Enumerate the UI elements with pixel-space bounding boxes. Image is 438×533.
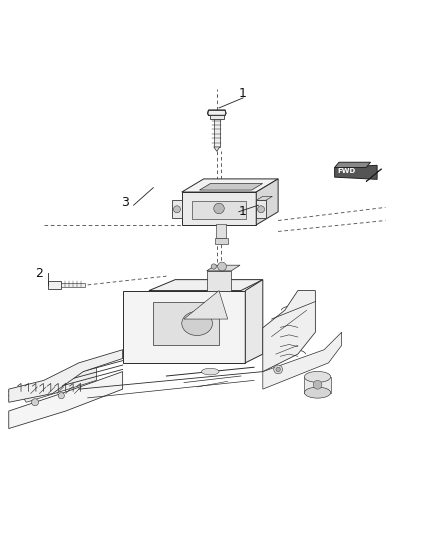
Polygon shape: [123, 290, 245, 363]
Polygon shape: [22, 367, 96, 402]
Bar: [207, 271, 231, 290]
Bar: [304, 377, 331, 393]
Polygon shape: [256, 179, 278, 225]
Polygon shape: [184, 290, 228, 319]
Ellipse shape: [304, 372, 331, 382]
Polygon shape: [366, 169, 381, 182]
Polygon shape: [214, 119, 220, 147]
Bar: [172, 200, 182, 219]
Polygon shape: [214, 147, 220, 151]
Ellipse shape: [182, 311, 212, 335]
Polygon shape: [153, 302, 219, 345]
Circle shape: [32, 399, 39, 406]
Text: FWD: FWD: [337, 168, 355, 174]
Circle shape: [214, 203, 224, 214]
Polygon shape: [182, 192, 256, 225]
Polygon shape: [245, 280, 263, 363]
Polygon shape: [200, 183, 263, 190]
Bar: [215, 238, 228, 244]
Polygon shape: [335, 165, 377, 179]
Polygon shape: [263, 332, 342, 389]
Circle shape: [313, 381, 322, 389]
Polygon shape: [48, 281, 61, 289]
Polygon shape: [256, 196, 272, 200]
Bar: [256, 200, 266, 219]
Ellipse shape: [304, 387, 331, 398]
Polygon shape: [208, 110, 226, 115]
Circle shape: [274, 365, 283, 374]
Ellipse shape: [201, 368, 219, 375]
Circle shape: [211, 264, 216, 269]
Polygon shape: [149, 280, 263, 290]
Circle shape: [218, 262, 226, 271]
Polygon shape: [335, 162, 371, 167]
Text: 2: 2: [35, 266, 43, 280]
Text: 3: 3: [121, 197, 129, 209]
Bar: [216, 224, 226, 238]
Circle shape: [173, 206, 180, 213]
Bar: [61, 283, 85, 287]
Polygon shape: [9, 350, 123, 402]
Polygon shape: [210, 115, 224, 119]
Bar: [192, 201, 246, 219]
Polygon shape: [207, 265, 240, 271]
Polygon shape: [182, 179, 278, 192]
Text: 1: 1: [239, 205, 247, 218]
Polygon shape: [9, 372, 123, 429]
Text: 1: 1: [239, 87, 247, 100]
Polygon shape: [263, 290, 315, 372]
Circle shape: [58, 393, 64, 399]
Circle shape: [258, 206, 265, 213]
Circle shape: [276, 367, 280, 372]
